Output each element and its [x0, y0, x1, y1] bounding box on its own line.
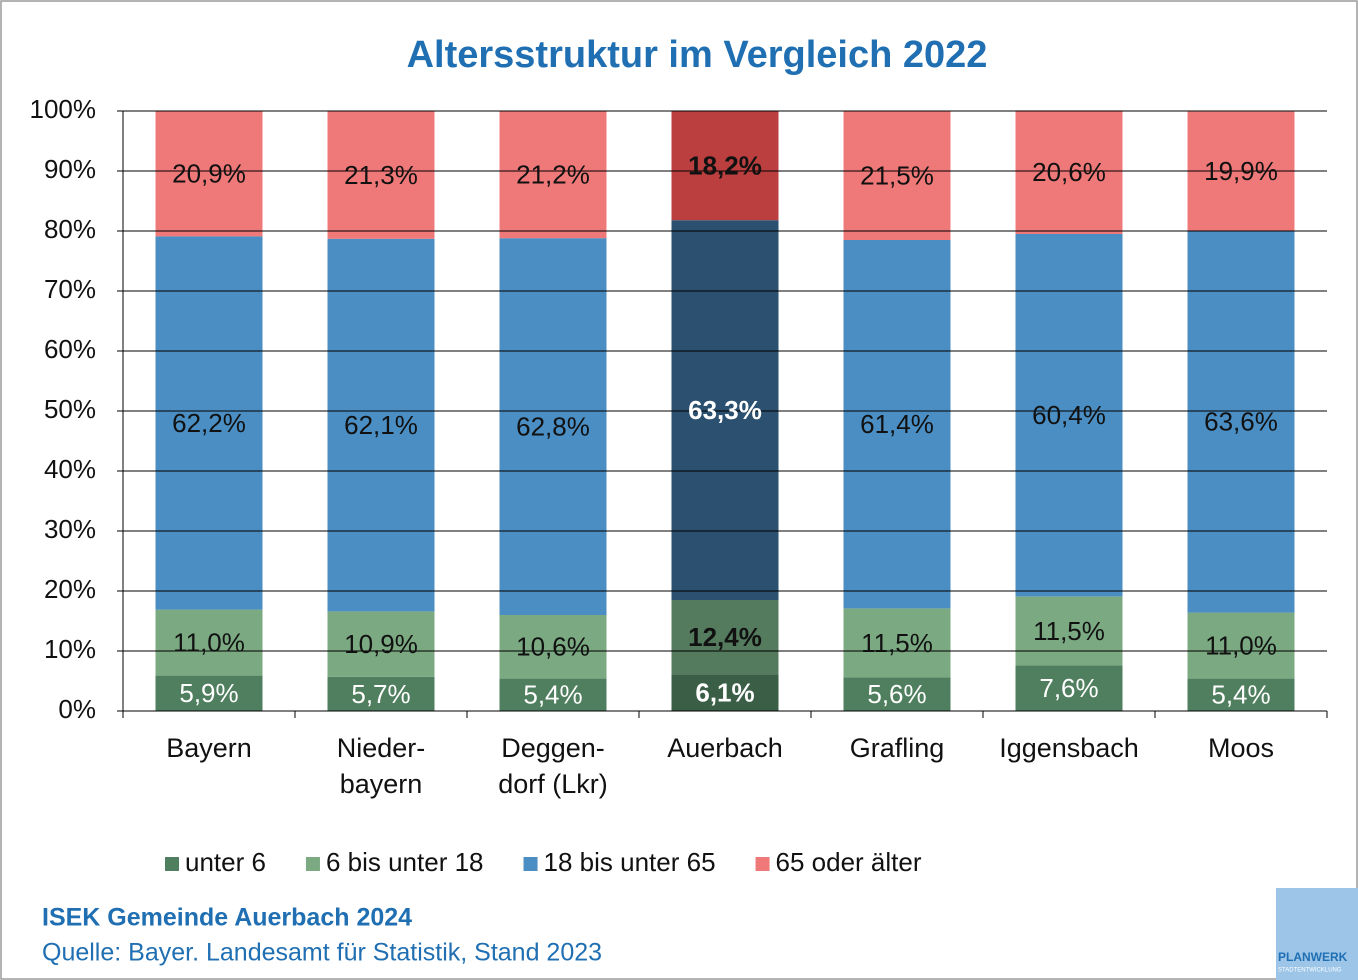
data-label: 11,0% — [173, 627, 245, 657]
y-tick-label: 10% — [44, 634, 96, 664]
data-label: 21,2% — [516, 159, 590, 189]
y-tick-label: 70% — [44, 274, 96, 304]
data-label: 10,6% — [516, 632, 590, 662]
bar-segment — [671, 674, 779, 711]
y-tick-label: 100% — [30, 94, 97, 124]
bar-segment — [327, 676, 435, 711]
data-label: 63,6% — [1204, 407, 1278, 437]
data-label: 5,6% — [867, 679, 926, 709]
bar-segment — [843, 677, 951, 711]
data-label: 5,7% — [351, 679, 410, 709]
bar-segment — [499, 111, 607, 239]
x-tick-label: Grafling — [849, 733, 945, 763]
data-label: 7,6% — [1039, 673, 1098, 703]
data-label: 5,4% — [523, 680, 582, 710]
y-tick-label: 50% — [44, 394, 96, 424]
source-title: ISEK Gemeinde Auerbach 2024 — [42, 904, 412, 932]
bar-segment — [1187, 678, 1295, 711]
source: Quelle: Bayer. Landesamt für Statistik, … — [42, 939, 602, 967]
legend-swatch — [523, 857, 538, 871]
logo-box — [1276, 888, 1358, 980]
data-label: 10,9% — [344, 629, 418, 659]
data-label: 62,2% — [172, 408, 246, 438]
data-label: 21,5% — [860, 160, 934, 190]
bar-segment — [843, 111, 951, 240]
bar-segment — [499, 238, 607, 615]
data-label: 21,3% — [344, 160, 418, 190]
bar-segment — [327, 111, 435, 239]
bar-segment — [1187, 231, 1295, 613]
bar-segment — [155, 675, 263, 711]
chart-title: Altersstruktur im Vergleich 2022 — [407, 34, 988, 76]
data-label: 11,0% — [1205, 630, 1277, 660]
legend-label: unter 6 — [185, 847, 266, 877]
legend-swatch — [755, 857, 770, 871]
data-label: 19,9% — [1204, 156, 1278, 186]
data-label: 60,4% — [1032, 400, 1106, 430]
bar-segment — [499, 615, 607, 679]
y-tick-label: 80% — [44, 214, 96, 244]
bar-segment — [499, 678, 607, 711]
bar-segment — [327, 611, 435, 677]
data-label: 63,3% — [688, 395, 762, 425]
legend-swatch — [305, 857, 320, 871]
legend-swatch — [165, 857, 179, 871]
data-label: 62,1% — [344, 410, 418, 440]
x-tick-label: Bayern — [166, 733, 252, 763]
bar-segment — [671, 220, 779, 600]
legend-label: 6 bis unter 18 — [326, 847, 484, 877]
logo-sub: STADTENTWICKLUNG — [1278, 968, 1342, 974]
data-label: 5,4% — [1211, 680, 1270, 710]
bar-segment — [843, 240, 951, 609]
data-label: 5,9% — [179, 678, 238, 708]
bar-segment — [155, 609, 263, 676]
y-tick-label: 20% — [44, 574, 96, 604]
logo: PLANWERK — [1278, 950, 1348, 964]
bar-segment — [1015, 234, 1123, 597]
y-tick-label: 30% — [44, 514, 96, 544]
bar-segment — [843, 608, 951, 678]
data-label: 61,4% — [860, 409, 934, 439]
data-label: 11,5% — [1033, 616, 1105, 646]
data-label: 6,1% — [695, 678, 754, 708]
x-tick-label: Iggensbach — [999, 733, 1139, 763]
bar-segment — [155, 236, 263, 610]
bar-segment — [1187, 612, 1295, 679]
y-tick-label: 0% — [58, 694, 96, 724]
legend-label: 65 oder älter — [776, 847, 922, 877]
data-label: 20,6% — [1032, 157, 1106, 187]
bar-segment — [1015, 596, 1123, 666]
bar-segment — [671, 600, 779, 675]
x-tick-label: Moos — [1207, 733, 1275, 763]
data-label: 18,2% — [688, 150, 762, 180]
x-tick-label: Deggen- dorf (Lkr) — [498, 733, 608, 799]
y-tick-label: 60% — [44, 334, 96, 364]
legend-label: 18 bis unter 65 — [544, 847, 716, 877]
bar-segment — [327, 238, 435, 612]
data-label: 62,8% — [516, 411, 590, 441]
data-label: 11,5% — [861, 628, 933, 658]
data-label: 12,4% — [688, 622, 762, 652]
bar-segment — [155, 111, 263, 237]
bar-segment — [671, 111, 779, 221]
bar-segment — [1015, 110, 1123, 234]
x-tick-label: Nieder- bayern — [336, 733, 426, 799]
data-label: 20,9% — [172, 159, 246, 189]
x-tick-label: Auerbach — [667, 733, 783, 763]
y-tick-label: 90% — [44, 154, 96, 184]
bar-segment — [1015, 665, 1123, 711]
y-tick-label: 40% — [44, 454, 96, 484]
